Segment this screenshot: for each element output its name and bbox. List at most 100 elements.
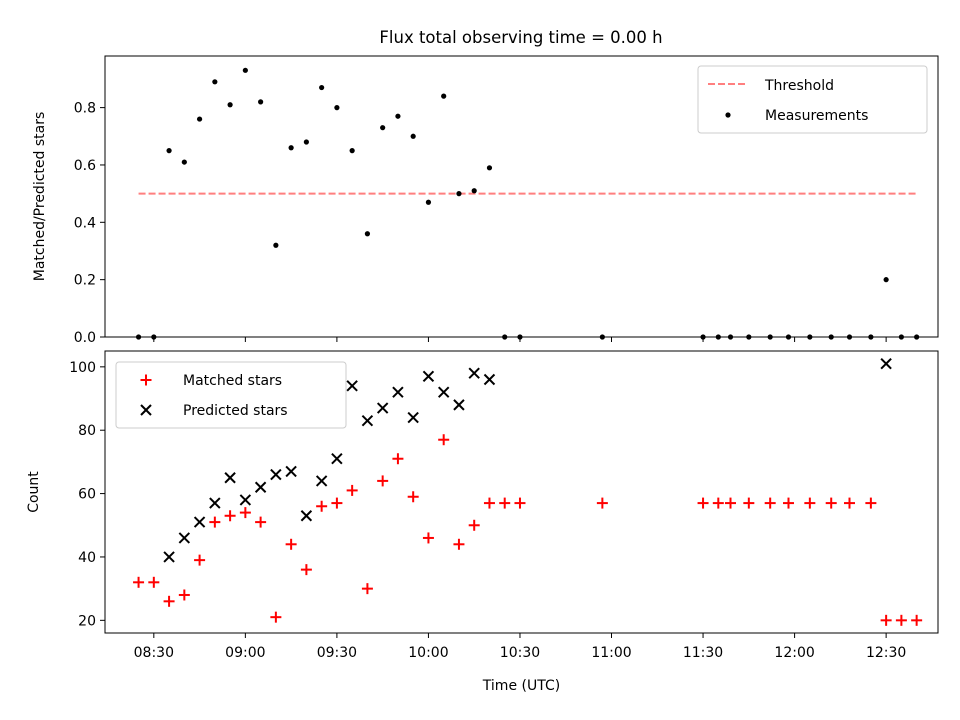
measurement-point — [502, 334, 508, 340]
matched-star-point — [712, 497, 724, 509]
count-xtick-label: 08:30 — [134, 645, 174, 661]
count-ytick-label: 20 — [78, 613, 96, 629]
measurement-point — [700, 334, 706, 340]
count-xtick-label: 11:00 — [591, 645, 631, 661]
measurement-point — [319, 84, 325, 91]
matched-star-point — [725, 497, 737, 509]
predicted-star-point-b — [331, 453, 343, 465]
predicted-star-point — [407, 411, 419, 424]
figure-title: Flux total observing time = 0.00 h — [379, 28, 662, 47]
predicted-star-point — [300, 510, 313, 522]
legend-predicted-swatch-b — [140, 404, 152, 416]
count-ytick-label: 100 — [69, 360, 96, 376]
measurement-point — [212, 79, 218, 85]
ratio-ytick-label: 0.2 — [74, 273, 96, 289]
predicted-star-point-b — [346, 380, 358, 392]
measurement-point — [151, 334, 157, 340]
matched-star-point — [499, 497, 511, 509]
measurement-point — [471, 188, 477, 194]
measurement-point — [196, 116, 203, 122]
matched-star-point — [178, 589, 190, 601]
matched-star-point — [596, 497, 608, 509]
measurement-point — [135, 334, 142, 340]
legend-measurements-label: Measurements — [765, 108, 868, 124]
count-panel: 20 40 60 80 100 08:30 09:00 09:30 10:00 10:30 11:0… — [26, 350, 939, 694]
predicted-star-point-b — [315, 475, 328, 487]
measurement-point — [868, 334, 874, 340]
count-xtick-label: 09:30 — [317, 645, 357, 661]
predicted-star-point-b — [300, 510, 313, 522]
matched-star-point — [697, 497, 709, 509]
count-xtick-label: 12:00 — [774, 645, 814, 661]
ratio-panel: 0.0 0.2 0.4 0.6 0.8 Matched/Predicted stars Th… — [32, 55, 939, 346]
predicted-star-point — [254, 481, 267, 493]
matched-star-point — [163, 595, 175, 607]
matched-star-point — [133, 576, 145, 588]
measurement-point — [785, 334, 792, 340]
predicted-star-point — [224, 472, 236, 484]
measurement-point — [334, 105, 340, 111]
predicted-star-point — [346, 380, 358, 392]
measurement-point — [258, 99, 264, 105]
matched-star-point — [239, 507, 251, 519]
predicted-star-point-b — [285, 465, 297, 478]
matched-star-point — [392, 453, 404, 465]
matched-star-point — [483, 497, 495, 509]
ratio-ylabel: Matched/Predicted stars — [32, 112, 48, 282]
measurement-point — [486, 165, 493, 171]
measurement-point — [166, 148, 172, 154]
count-ytick-label: 60 — [78, 487, 96, 503]
matched-star-point — [331, 497, 343, 509]
matched-star-point — [148, 576, 160, 588]
legend-predicted-swatch — [140, 404, 152, 416]
matched-star-point — [224, 510, 236, 522]
measurement-point — [517, 334, 523, 340]
ratio-ytick-label: 0.0 — [74, 330, 96, 346]
matched-star-point — [270, 611, 282, 623]
measurement-point — [883, 277, 889, 283]
predicted-star-point-b — [880, 357, 892, 370]
legend-measurements-swatch — [725, 112, 731, 118]
count-ytick-label: 40 — [78, 550, 96, 566]
matched-star-point — [895, 614, 907, 626]
matched-star-point — [316, 500, 328, 512]
predicted-star-point-b — [468, 367, 480, 379]
matched-star-point — [300, 564, 312, 576]
measurement-point — [364, 231, 371, 237]
predicted-star-point — [376, 402, 389, 414]
ratio-legend-box — [697, 65, 928, 134]
measurement-point — [599, 334, 605, 340]
predicted-star-point — [392, 386, 404, 398]
count-ylabel: Count — [26, 471, 42, 513]
predicted-star-point — [193, 516, 206, 528]
predicted-star-point — [468, 367, 480, 379]
count-xtick-label: 10:30 — [500, 645, 540, 661]
predicted-star-point-b — [209, 497, 221, 509]
predicted-star-point — [453, 399, 465, 411]
count-axes-frame — [104, 350, 939, 634]
measurement-point — [456, 191, 462, 197]
ratio-ytick-label: 0.6 — [74, 158, 96, 174]
count-xtick-label: 11:30 — [683, 645, 723, 661]
measurement-point — [273, 242, 279, 248]
predicted-star-point — [209, 497, 221, 509]
measurement-point — [914, 334, 920, 340]
predicted-star-point-b — [407, 411, 419, 424]
predicted-star-point — [361, 415, 374, 427]
predicted-star-point — [239, 494, 252, 506]
predicted-star-point-b — [422, 370, 435, 383]
measurement-point — [227, 102, 233, 108]
predicted-star-point — [880, 357, 892, 370]
measurement-point — [288, 145, 294, 151]
matched-star-point — [514, 497, 526, 509]
legend-predicted-label: Predicted stars — [183, 403, 288, 419]
predicted-star-point-b — [193, 516, 206, 528]
matched-star-point — [844, 497, 856, 509]
predicted-star-point — [331, 453, 343, 465]
predicted-star-point-b — [392, 386, 404, 398]
predicted-star-point-b — [239, 494, 252, 506]
matched-star-point — [285, 538, 297, 550]
measurement-point — [303, 139, 309, 145]
count-xlabel: Time (UTC) — [482, 678, 560, 694]
